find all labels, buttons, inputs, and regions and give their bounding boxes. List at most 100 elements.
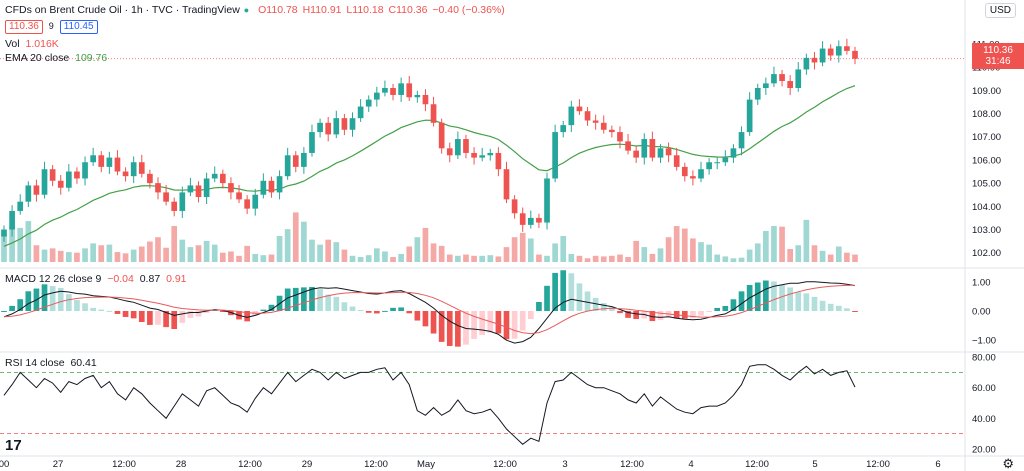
volume-bar bbox=[438, 245, 445, 262]
rsi-value: 60.41 bbox=[70, 357, 97, 369]
candle-body bbox=[738, 132, 745, 149]
candles bbox=[1, 38, 858, 242]
volume-bar bbox=[617, 254, 623, 262]
candle-body bbox=[236, 192, 242, 200]
macd-legend[interactable]: MACD 12 26 close 9 −0.04 0.87 0.91 bbox=[5, 272, 187, 286]
candle-body bbox=[276, 176, 283, 193]
candle-body bbox=[390, 88, 396, 95]
macd-histogram-bar bbox=[301, 287, 307, 311]
candle-body bbox=[673, 155, 680, 167]
candle-body bbox=[600, 122, 607, 130]
candle-body bbox=[584, 111, 591, 121]
ohlc-open: O110.78 bbox=[258, 4, 298, 16]
macd-histogram-bar bbox=[536, 301, 542, 311]
candle-body bbox=[495, 152, 502, 170]
volume-bar bbox=[325, 239, 332, 262]
rsi-tick-label: 80.00 bbox=[972, 353, 996, 364]
candle-body bbox=[90, 155, 96, 163]
ask-button[interactable]: 110.45 bbox=[59, 20, 98, 34]
bid-button[interactable]: 110.36 bbox=[5, 20, 43, 34]
candle-body bbox=[211, 173, 218, 179]
candle-body bbox=[617, 132, 623, 142]
macd-histogram-bar bbox=[325, 294, 332, 311]
volume-bar bbox=[82, 248, 88, 262]
volume-bar bbox=[138, 246, 145, 262]
settings-gear-icon[interactable]: ⚙ bbox=[1002, 456, 1014, 471]
volume-bar bbox=[49, 248, 56, 262]
rsi-legend[interactable]: RSI 14 close 60.41 bbox=[5, 356, 97, 370]
candle-body bbox=[138, 162, 145, 174]
volume-bar bbox=[244, 245, 250, 262]
macd-histogram-bar bbox=[398, 307, 404, 311]
macd-histogram-bar bbox=[803, 293, 810, 311]
volume-bar bbox=[41, 249, 48, 262]
candle-body bbox=[430, 104, 437, 123]
candle-body bbox=[852, 50, 858, 59]
macd-histogram-bar bbox=[82, 303, 88, 311]
ohlc-change: −0.40 (−0.36%) bbox=[432, 4, 505, 16]
volume-bar bbox=[690, 238, 696, 262]
volume-bar bbox=[479, 255, 486, 262]
macd-histogram-bar bbox=[57, 287, 64, 311]
candle-body bbox=[681, 166, 688, 177]
volume-bar bbox=[649, 253, 656, 262]
macd-histogram-bar bbox=[341, 302, 348, 311]
volume-bar bbox=[195, 245, 202, 262]
macd-histogram-bar bbox=[284, 288, 291, 311]
candle-body bbox=[487, 152, 494, 156]
candle-body bbox=[301, 152, 307, 167]
candle-body bbox=[284, 155, 291, 177]
ema-legend[interactable]: EMA 20 close 109.76 bbox=[5, 51, 107, 65]
macd-histogram-bar bbox=[357, 310, 364, 312]
candle-body bbox=[779, 74, 785, 82]
symbol-title[interactable]: CFDs on Brent Crude Oil · 1h · TVC · Tra… bbox=[5, 4, 240, 16]
price-tick-label: 103.00 bbox=[972, 225, 1001, 236]
macd-histogram-bar bbox=[147, 311, 153, 325]
volume-bar bbox=[155, 237, 161, 262]
time-tick-label: 6 bbox=[935, 459, 940, 470]
macd-histogram-bar bbox=[171, 311, 178, 330]
macd-histogram-bar bbox=[544, 285, 550, 311]
candle-body bbox=[219, 173, 226, 184]
macd-tick-label: 1.00 bbox=[972, 277, 991, 288]
volume-bar bbox=[187, 247, 194, 262]
price-tick-label: 109.00 bbox=[972, 86, 1001, 97]
candle-body bbox=[398, 83, 404, 95]
tradingview-logo[interactable]: 17 bbox=[5, 437, 22, 454]
volume-bar bbox=[341, 249, 348, 262]
macd-histogram-bar bbox=[365, 311, 372, 313]
volume-bar bbox=[722, 256, 729, 262]
macd-histogram-bar bbox=[333, 296, 340, 311]
volume-bar bbox=[568, 253, 575, 262]
macd-histogram-bar bbox=[503, 311, 510, 340]
candle-body bbox=[9, 210, 15, 230]
rsi-line bbox=[3, 364, 856, 445]
volume-legend[interactable]: Vol 1.016K bbox=[5, 37, 59, 51]
volume-bar bbox=[309, 239, 315, 262]
price-tick-label: 108.00 bbox=[972, 109, 1001, 120]
macd-histogram-bar bbox=[560, 270, 567, 311]
macd-histogram-bar bbox=[163, 311, 169, 328]
macd-histogram-bar bbox=[600, 303, 607, 311]
macd-histogram-bar bbox=[592, 297, 599, 311]
volume-bar bbox=[754, 243, 761, 262]
volume-bar bbox=[365, 255, 372, 262]
bar-countdown: 31:46 bbox=[985, 56, 1011, 67]
candle-body bbox=[665, 148, 672, 156]
volume-bar bbox=[746, 249, 753, 262]
macd-histogram-bar bbox=[122, 311, 129, 317]
macd-signal-line bbox=[3, 284, 855, 335]
volume-bar bbox=[74, 252, 80, 262]
spread-value: 9 bbox=[48, 21, 54, 31]
macd-histogram-bar bbox=[795, 292, 802, 311]
volume-bar bbox=[803, 219, 810, 262]
macd-histogram-bar bbox=[649, 311, 656, 322]
currency-select[interactable]: USD bbox=[984, 3, 1016, 18]
time-tick-label: 12:00 bbox=[866, 459, 890, 470]
symbol-legend[interactable]: CFDs on Brent Crude Oil · 1h · TVC · Tra… bbox=[5, 3, 505, 17]
time-tick-label: 5 bbox=[812, 459, 817, 470]
macd-histogram-bar bbox=[625, 311, 631, 318]
candle-body bbox=[698, 169, 704, 179]
